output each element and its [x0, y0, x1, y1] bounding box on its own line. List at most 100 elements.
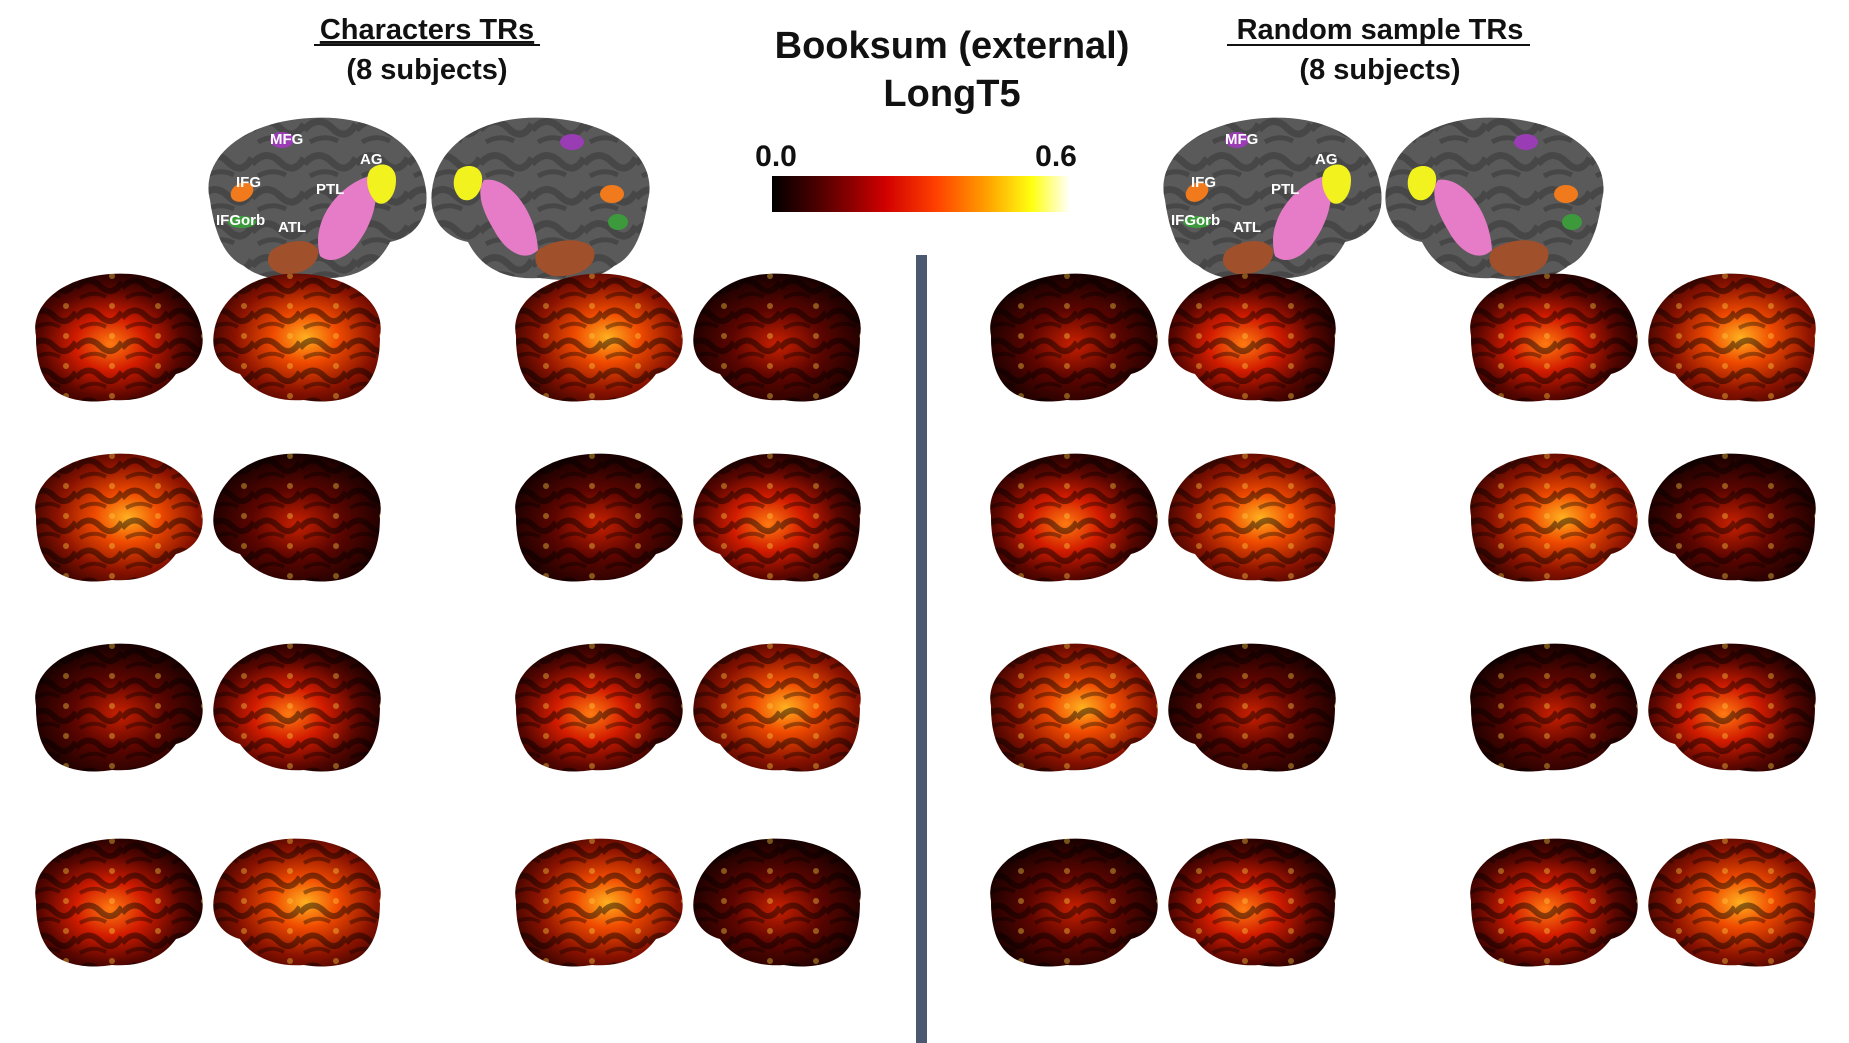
- colorbar-min-label: 0.0: [755, 140, 797, 173]
- subject-map-pair: [990, 453, 1336, 582]
- roi-ag: [367, 164, 396, 204]
- center-title-line1: Booksum (external): [775, 25, 1130, 67]
- subject-map-pair: [1470, 643, 1816, 772]
- roi-label-ifgorb: IFGorb: [216, 212, 265, 229]
- hemisphere-right: [1168, 273, 1336, 402]
- hemisphere-right: [1168, 453, 1336, 582]
- roi-label-ag: AG: [360, 151, 383, 168]
- subject-map-pair: [35, 643, 381, 772]
- hemisphere-left: [515, 838, 683, 967]
- hemisphere-left: [990, 643, 1158, 772]
- roi-label-ifgorb: IFGorb: [1171, 212, 1220, 229]
- roi-ifg-r: [600, 185, 624, 203]
- subject-map-pair: [990, 643, 1336, 772]
- roi-ifgorb: [228, 216, 256, 228]
- left-roi-brain-medial: [431, 117, 650, 280]
- roi-ptl-r: [480, 179, 538, 256]
- subject-map-pair: [35, 273, 381, 402]
- left-panel-title: Characters TRs: [320, 14, 534, 46]
- hemisphere-right: [213, 273, 381, 402]
- hemisphere-left: [1470, 273, 1638, 402]
- left-panel-subtitle: (8 subjects): [346, 54, 507, 86]
- subject-map-pair: [990, 838, 1336, 967]
- roi-ifgorb: [1183, 216, 1211, 228]
- roi-atl-r: [1489, 240, 1549, 277]
- roi-ifg-r: [1554, 185, 1578, 203]
- roi-atl: [1222, 241, 1274, 275]
- subject-brain-maps: [35, 273, 1816, 967]
- roi-label-mfg: MFG: [270, 131, 303, 148]
- hemisphere-left: [1470, 643, 1638, 772]
- hemisphere-left: [35, 643, 203, 772]
- hemisphere-left: [515, 643, 683, 772]
- hemisphere-right: [1648, 838, 1816, 967]
- subject-map-pair: [35, 453, 381, 582]
- roi-label-atl: ATL: [1233, 219, 1261, 236]
- right-panel-title: Random sample TRs: [1237, 14, 1524, 46]
- hemisphere-left: [1470, 838, 1638, 967]
- subject-map-pair: [515, 838, 861, 967]
- hemisphere-right: [1168, 838, 1336, 967]
- hemisphere-right: [1168, 643, 1336, 772]
- roi-label-ifg: IFG: [236, 174, 261, 191]
- panel-divider: [916, 255, 927, 1043]
- subject-map-pair: [515, 643, 861, 772]
- colorbar: [772, 176, 1070, 212]
- subject-map-pair: [515, 453, 861, 582]
- colorbar-max-label: 0.6: [1035, 140, 1077, 173]
- hemisphere-left: [35, 453, 203, 582]
- roi-ag: [1322, 164, 1351, 204]
- hemisphere-right: [213, 838, 381, 967]
- hemisphere-right: [693, 838, 861, 967]
- hemisphere-left: [515, 273, 683, 402]
- hemisphere-right: [213, 643, 381, 772]
- roi-ag-r: [453, 166, 483, 201]
- roi-ifgorb-r: [608, 214, 628, 230]
- hemisphere-left: [35, 838, 203, 967]
- roi-label-atl: ATL: [278, 219, 306, 236]
- hemisphere-right: [1648, 273, 1816, 402]
- hemisphere-left: [1470, 453, 1638, 582]
- left-roi-brain-lateral: MFG IFG IFGorb ATL PTL AG: [208, 117, 427, 280]
- roi-ifgorb-r: [1562, 214, 1582, 230]
- roi-ptl-r: [1434, 179, 1492, 256]
- hemisphere-left: [990, 838, 1158, 967]
- right-panel-subtitle: (8 subjects): [1299, 54, 1460, 86]
- roi-label-mfg: MFG: [1225, 131, 1258, 148]
- subject-map-pair: [1470, 453, 1816, 582]
- subject-map-pair: [1470, 838, 1816, 967]
- subject-map-pair: [35, 838, 381, 967]
- roi-atl: [267, 241, 319, 275]
- hemisphere-left: [990, 273, 1158, 402]
- hemisphere-right: [1648, 453, 1816, 582]
- left-roi-atlas: MFG IFG IFGorb ATL PTL AG: [208, 117, 650, 280]
- hemisphere-right: [693, 453, 861, 582]
- hemisphere-right: [693, 643, 861, 772]
- roi-label-ptl: PTL: [316, 181, 344, 198]
- roi-ag-r: [1407, 166, 1437, 201]
- right-roi-atlas: MFG IFG IFGorb ATL PTL AG: [1163, 117, 1604, 280]
- roi-ifg: [1185, 182, 1209, 202]
- roi-ifg: [230, 182, 254, 202]
- roi-mfg-r: [1514, 134, 1538, 150]
- roi-mfg: [270, 132, 294, 148]
- hemisphere-right: [213, 453, 381, 582]
- roi-mfg: [1225, 132, 1249, 148]
- roi-label-ifg: IFG: [1191, 174, 1216, 191]
- hemisphere-left: [35, 273, 203, 402]
- roi-mfg-r: [560, 134, 584, 150]
- subject-map-pair: [1470, 273, 1816, 402]
- subject-map-pair: [515, 273, 861, 402]
- subject-map-pair: [990, 273, 1336, 402]
- roi-atl-r: [535, 240, 595, 277]
- center-title-line2: LongT5: [883, 73, 1020, 115]
- roi-ptl: [318, 176, 376, 261]
- hemisphere-left: [990, 453, 1158, 582]
- roi-label-ag: AG: [1315, 151, 1338, 168]
- hemisphere-right: [693, 273, 861, 402]
- roi-label-ptl: PTL: [1271, 181, 1299, 198]
- right-roi-brain-medial: [1385, 117, 1604, 280]
- roi-ptl: [1273, 176, 1331, 261]
- hemisphere-right: [1648, 643, 1816, 772]
